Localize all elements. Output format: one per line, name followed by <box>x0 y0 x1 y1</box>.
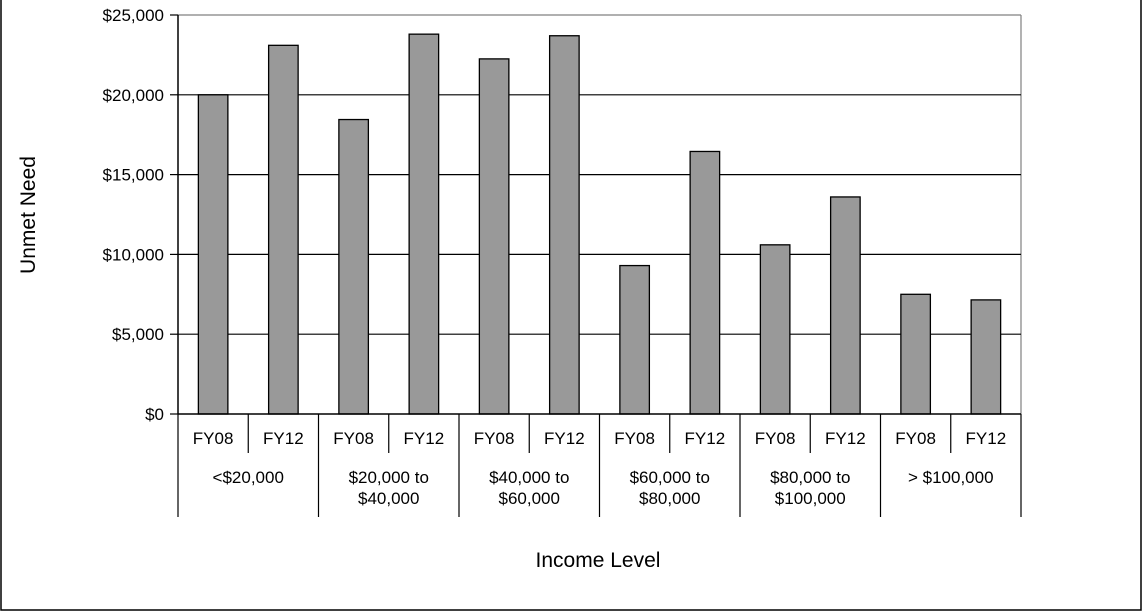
y-tick-label: $15,000 <box>103 166 164 185</box>
x-group-label-line: $60,000 <box>499 489 560 508</box>
bar <box>759 244 791 415</box>
labels: $0 $5,000 $10,000 $15,000 $20,000 $25,000 FY08… <box>103 6 1007 508</box>
x-group-label-line: $20,000 to <box>349 468 429 487</box>
x-category-label: FY08 <box>333 429 374 448</box>
bar <box>267 44 299 415</box>
y-axis-title: Unmet Need <box>17 156 40 274</box>
x-axis-title: Income Level <box>536 549 661 572</box>
x-group-label: $20,000 to $40,000 <box>349 468 429 508</box>
x-group-label: <$20,000 <box>213 468 284 487</box>
axes <box>170 14 1022 517</box>
x-group-label: > $100,000 <box>908 468 994 487</box>
x-category-label: FY12 <box>685 429 726 448</box>
x-group-label: $80,000 to $100,000 <box>770 468 850 508</box>
x-category-label: FY12 <box>966 429 1007 448</box>
bar <box>829 196 861 415</box>
x-group-label-line: $40,000 to <box>489 468 569 487</box>
x-category-label: FY08 <box>614 429 655 448</box>
x-category-label: FY08 <box>755 429 796 448</box>
bar <box>970 299 1002 415</box>
x-category-label: FY12 <box>825 429 866 448</box>
x-category-label: FY08 <box>474 429 515 448</box>
x-category-label: FY12 <box>263 429 304 448</box>
x-group-label-line: $80,000 to <box>770 468 850 487</box>
bar <box>338 118 370 415</box>
x-group-label-line: $100,000 <box>775 489 846 508</box>
y-tick-label: $0 <box>145 405 164 424</box>
x-category-label: FY12 <box>404 429 445 448</box>
bar <box>408 33 440 415</box>
y-tick-label: $10,000 <box>103 245 164 264</box>
bar <box>689 150 721 415</box>
y-tick-label: $5,000 <box>112 325 164 344</box>
x-group-label-line: $80,000 <box>639 489 700 508</box>
bar <box>197 94 229 415</box>
bar <box>619 264 651 415</box>
x-group-label: $60,000 to $80,000 <box>630 468 710 508</box>
y-tick-label: $25,000 <box>103 6 164 25</box>
x-group-label-line: > $100,000 <box>908 468 994 487</box>
y-tick-label: $20,000 <box>103 86 164 105</box>
x-category-label: FY08 <box>895 429 936 448</box>
x-group-label-line: $60,000 to <box>630 468 710 487</box>
bar <box>478 58 510 415</box>
x-group-label-line: <$20,000 <box>213 468 284 487</box>
x-category-label: FY08 <box>193 429 234 448</box>
x-category-label: FY12 <box>544 429 585 448</box>
bar <box>900 293 932 415</box>
x-group-label-line: $40,000 <box>358 489 419 508</box>
x-group-label: $40,000 to $60,000 <box>489 468 569 508</box>
bar <box>548 35 580 415</box>
gridlines <box>178 14 1022 414</box>
